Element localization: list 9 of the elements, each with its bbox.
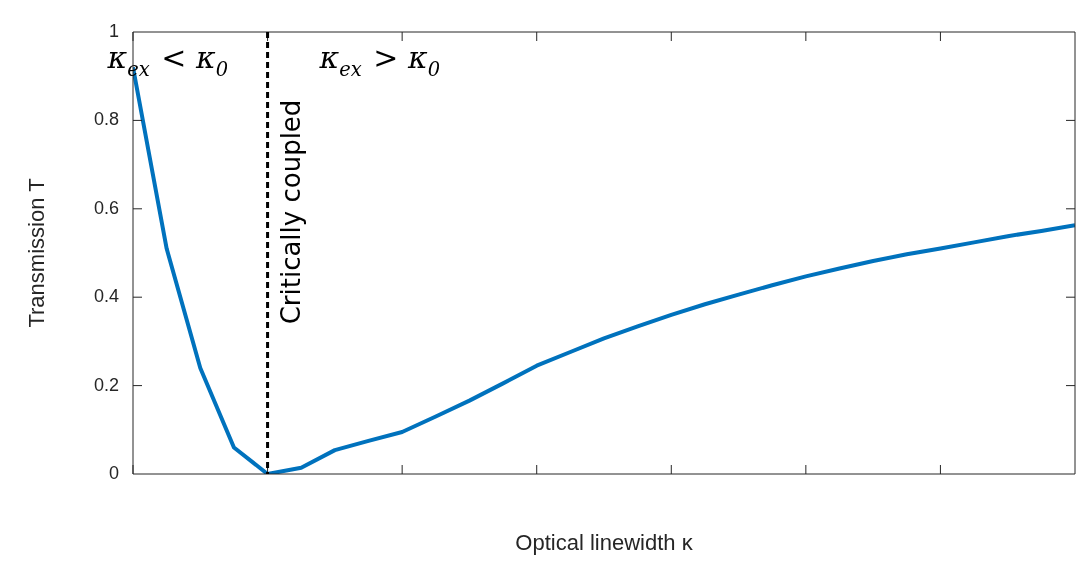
y-tick-label: 0.2	[93, 374, 119, 395]
y-tick-label: 0.8	[93, 109, 119, 130]
x-axis-title: Optical linewidth κ	[515, 530, 694, 556]
y-tick-label: 0.4	[93, 286, 119, 307]
y-tick-label: 0.6	[93, 197, 119, 218]
y-tick-label: 0	[108, 462, 119, 483]
y-axis-title: Transmission T	[24, 178, 50, 328]
annotation: Critically coupled	[276, 99, 307, 325]
y-tick-label: 1	[108, 20, 119, 41]
